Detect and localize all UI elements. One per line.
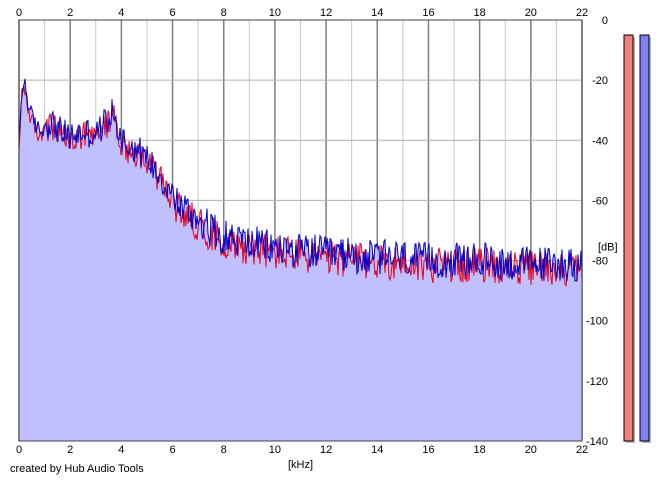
x-tick-label-top: 4 <box>118 7 124 19</box>
y-tick-labels: 0 -20 -40 -60 -80 -100 -120 -140 <box>586 15 608 448</box>
x-tick-label-bottom: 4 <box>118 444 124 456</box>
x-tick-label-top: 0 <box>16 7 22 19</box>
x-tick-label-bottom: 14 <box>371 444 383 456</box>
y-tick-label: -40 <box>592 135 608 147</box>
x-tick-label-top: 10 <box>269 7 281 19</box>
x-tick-label-bottom: 16 <box>422 444 434 456</box>
x-tick-label-top: 14 <box>371 7 383 19</box>
x-tick-label-top: 22 <box>576 7 588 19</box>
x-tick-label-bottom: 18 <box>474 444 486 456</box>
x-tick-label-top: 16 <box>422 7 434 19</box>
x-tick-label-top: 18 <box>474 7 486 19</box>
level-meters <box>623 34 651 444</box>
y-tick-label: -60 <box>592 195 608 207</box>
y-axis-label: [dB] <box>598 242 618 254</box>
x-tick-label-bottom: 22 <box>576 444 588 456</box>
y-tick-label: 0 <box>602 15 608 27</box>
meter-left <box>623 34 634 442</box>
x-tick-label-top: 6 <box>169 7 175 19</box>
meter-right <box>639 34 650 442</box>
x-tick-label-top: 12 <box>320 7 332 19</box>
y-tick-label: -140 <box>586 436 608 448</box>
y-tick-label: -120 <box>586 376 608 388</box>
x-tick-label-bottom: 2 <box>67 444 73 456</box>
x-tick-label-top: 8 <box>221 7 227 19</box>
spectrum-area-fill <box>19 78 582 442</box>
x-axis-label: [kHz] <box>288 459 313 471</box>
y-tick-label: -100 <box>586 316 608 328</box>
x-tick-label-bottom: 20 <box>525 444 537 456</box>
x-tick-label-bottom: 6 <box>169 444 175 456</box>
x-tick-label-bottom: 12 <box>320 444 332 456</box>
series-line-blue <box>18 78 583 282</box>
x-tick-label-top: 20 <box>525 7 537 19</box>
credit-text: created by Hub Audio Tools <box>10 463 144 475</box>
y-tick-label: -80 <box>592 256 608 268</box>
x-tick-label-bottom: 10 <box>269 444 281 456</box>
plot-frame <box>18 19 583 442</box>
x-tick-label-bottom: 0 <box>16 444 22 456</box>
x-tick-label-top: 2 <box>67 7 73 19</box>
y-tick-label: -20 <box>592 75 608 87</box>
x-tick-label-bottom: 8 <box>221 444 227 456</box>
